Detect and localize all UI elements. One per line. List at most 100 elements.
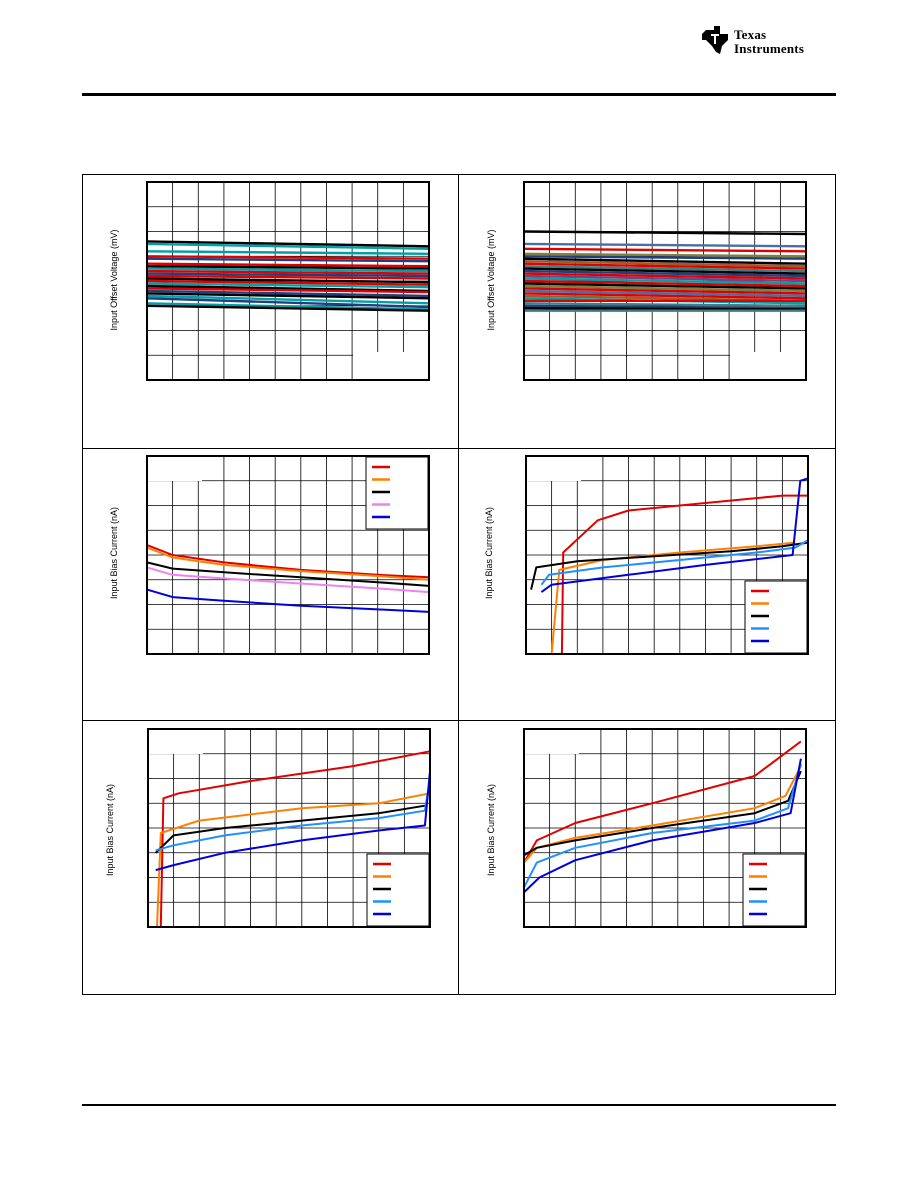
plot-frame	[147, 728, 431, 928]
plot-frame	[146, 181, 430, 381]
series-line-18	[146, 294, 430, 305]
series-line-2	[146, 250, 430, 255]
figure-column-divider	[458, 174, 459, 995]
series-line-10	[146, 274, 430, 280]
ylabel-ib-4: Input Bias Current (nA)	[486, 783, 496, 877]
series-line-19	[146, 297, 430, 309]
series-line-4	[523, 255, 807, 260]
series-line-4	[540, 477, 809, 593]
ylabel-ib-1: Input Bias Current (nA)	[109, 506, 119, 600]
chart-ib-2	[525, 455, 809, 655]
series-line-7	[523, 262, 807, 270]
series-line-2	[155, 804, 426, 854]
series-line-5	[523, 257, 807, 265]
chart-legend	[365, 456, 429, 530]
series-line-6	[523, 260, 807, 268]
series-line-15	[523, 282, 807, 290]
texas-state-logo-icon	[702, 26, 728, 54]
chart-vos-1	[146, 181, 430, 381]
series-line-0	[146, 240, 430, 248]
series-line-4	[146, 588, 430, 613]
series-line-0	[523, 740, 802, 864]
series-line-4	[146, 257, 430, 263]
figure-row-divider-2	[82, 720, 836, 721]
series-line-10	[523, 269, 807, 278]
chart-legend	[742, 853, 806, 927]
series-line-25	[523, 307, 807, 311]
figure-grid	[82, 174, 836, 995]
series-line-3	[155, 778, 431, 852]
chart-vos-2	[523, 181, 807, 381]
series-line-14	[523, 279, 807, 288]
series-line-7	[146, 267, 430, 273]
series-line-14	[146, 284, 430, 293]
annotation-box	[527, 457, 581, 481]
series-line-2	[523, 770, 802, 857]
plot-frame	[523, 181, 807, 381]
plot-frame	[525, 455, 809, 655]
logo-line2: Instruments	[734, 41, 805, 56]
chart-ib-1	[146, 455, 430, 655]
series-line-3	[146, 566, 430, 594]
series-line-9	[146, 272, 430, 278]
figure-row-divider-1	[82, 448, 836, 449]
series-line-17	[523, 287, 807, 295]
plot-frame	[146, 455, 430, 655]
logo-line1: Texas	[734, 27, 767, 42]
series-line-8	[523, 265, 807, 273]
series-line-1	[146, 546, 430, 581]
ylabel-ib-2: Input Bias Current (nA)	[484, 506, 494, 600]
series-line-11	[523, 272, 807, 280]
series-line-1	[146, 242, 430, 250]
series-line-12	[523, 274, 807, 283]
series-line-24	[523, 304, 807, 310]
ylabel-vos-1: Input Offset Voltage (mV)	[109, 229, 119, 331]
footer-rule	[82, 1104, 836, 1106]
series-line-13	[146, 282, 430, 289]
header-rule	[82, 93, 836, 96]
ylabel-ib-3: Input Bias Current (nA)	[105, 783, 115, 877]
series-line-19	[523, 292, 807, 300]
series-line-3	[146, 255, 430, 260]
chart-legend	[744, 580, 808, 654]
series-line-6	[146, 265, 430, 270]
series-line-18	[523, 289, 807, 298]
series-line-2	[530, 541, 809, 590]
series-line-5	[146, 262, 430, 268]
series-line-3	[540, 539, 809, 586]
series-line-12	[146, 279, 430, 286]
series-line-4	[523, 758, 802, 894]
series-line-0	[523, 230, 807, 236]
ti-logo: Texas Instruments	[700, 24, 840, 64]
series-line-15	[146, 287, 430, 294]
series-line-0	[560, 494, 808, 655]
series-line-23	[523, 302, 807, 307]
annotation-box	[525, 730, 579, 754]
series-line-13	[523, 277, 807, 285]
chart-legend	[366, 853, 430, 927]
series-line-2	[146, 561, 430, 587]
series-line-2	[523, 247, 807, 253]
series-line-3	[523, 763, 802, 888]
plot-frame	[523, 728, 807, 928]
annotation-box	[730, 352, 805, 379]
series-line-16	[523, 284, 807, 293]
annotation-box	[353, 352, 428, 379]
series-line-3	[523, 252, 807, 258]
chart-ib-3	[147, 728, 431, 928]
ti-wordmark: Texas Instruments	[734, 28, 804, 56]
series-line-11	[146, 277, 430, 284]
ylabel-vos-2: Input Offset Voltage (mV)	[486, 229, 496, 331]
series-line-0	[146, 544, 430, 579]
series-line-9	[523, 267, 807, 275]
series-line-0	[159, 750, 431, 928]
series-line-4	[155, 771, 431, 872]
annotation-box	[149, 730, 203, 754]
series-line-1	[523, 242, 807, 248]
series-line-16	[146, 289, 430, 298]
annotation-box	[148, 457, 202, 481]
series-line-20	[146, 302, 430, 311]
series-line-21	[146, 304, 430, 312]
chart-ib-4	[523, 728, 807, 928]
series-line-17	[146, 292, 430, 300]
